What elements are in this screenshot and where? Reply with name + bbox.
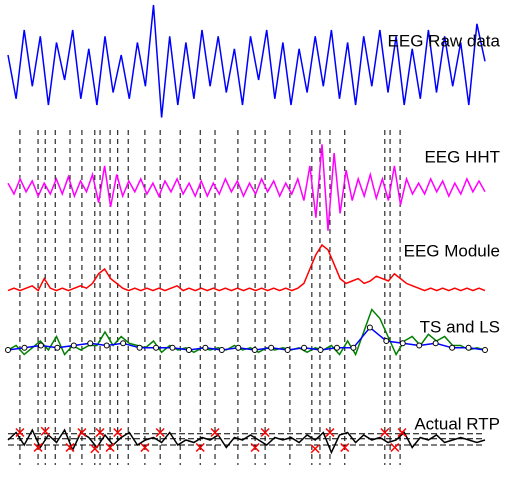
point (218, 347, 225, 353)
point (301, 344, 308, 351)
event-marker (95, 427, 105, 438)
point (284, 347, 291, 353)
point (251, 347, 258, 353)
event-marker (15, 427, 25, 438)
panel-label: Actual RTP (414, 414, 500, 433)
point (482, 347, 488, 353)
point (202, 344, 209, 351)
event-marker (77, 427, 87, 438)
event-marker (105, 442, 115, 453)
point (399, 340, 406, 347)
event-marker (195, 442, 205, 453)
point (169, 344, 176, 351)
point (5, 347, 11, 353)
event-marker (340, 442, 350, 453)
point (21, 344, 28, 351)
event-marker (90, 444, 100, 454)
signal-line (7, 144, 486, 231)
signal-line (7, 243, 486, 292)
event-marker (33, 442, 43, 453)
event-marker (65, 442, 75, 453)
point (185, 347, 192, 353)
event-marker (140, 442, 150, 453)
point (87, 340, 94, 347)
event-marker (113, 427, 123, 438)
event-marker (40, 426, 50, 436)
point (153, 344, 160, 351)
event-marker (310, 444, 320, 454)
event-marker (397, 427, 407, 438)
point (54, 344, 61, 351)
point (432, 340, 439, 347)
point (449, 344, 456, 351)
panel-label: TS and LS (420, 317, 500, 336)
panel-label: EEG Module (404, 241, 500, 260)
event-marker (260, 427, 270, 438)
event-marker (380, 427, 390, 438)
point (136, 344, 143, 351)
event-marker (250, 442, 260, 453)
point (366, 324, 373, 331)
event-marker (155, 427, 165, 438)
signal-line (7, 4, 486, 118)
point (37, 342, 44, 349)
event-marker (325, 427, 335, 438)
point (235, 344, 242, 351)
point (120, 340, 127, 347)
point (383, 338, 390, 344)
point (465, 344, 472, 351)
point (333, 344, 340, 351)
panel-label: EEG Raw data (388, 31, 501, 50)
point (317, 347, 324, 353)
event-marker (210, 427, 220, 438)
point (103, 342, 110, 349)
point (268, 344, 275, 351)
event-marker (390, 442, 400, 453)
panel-label: EEG HHT (424, 147, 500, 166)
point (350, 344, 357, 351)
signal-line (7, 308, 486, 357)
point (70, 342, 77, 349)
point (416, 342, 423, 349)
